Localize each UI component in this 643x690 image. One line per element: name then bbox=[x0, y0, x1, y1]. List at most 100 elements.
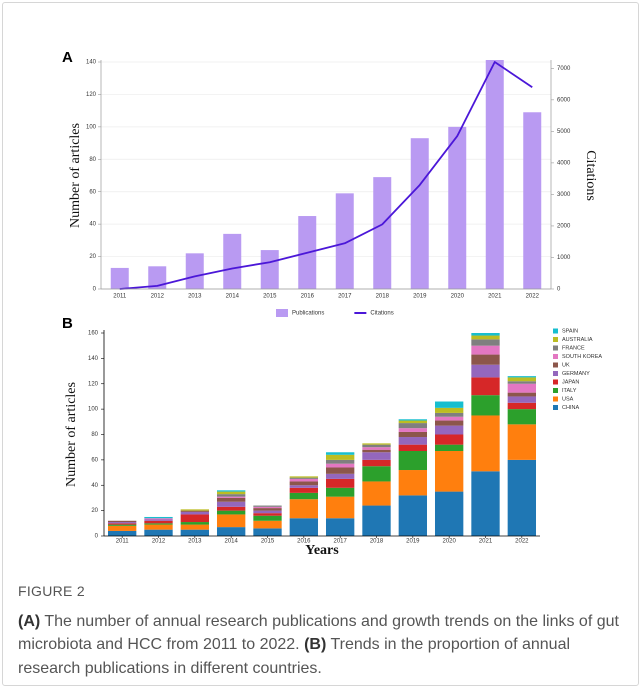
bar-segment bbox=[398, 419, 428, 421]
bar-segment bbox=[107, 525, 137, 531]
bar-segment bbox=[253, 506, 282, 509]
y-axis-label: Number of articles bbox=[68, 123, 83, 228]
x-tick-label: 2015 bbox=[263, 294, 277, 300]
bar-segment bbox=[398, 437, 428, 445]
x-tick-label: 2014 bbox=[224, 539, 238, 545]
x-tick-label: 2018 bbox=[376, 294, 390, 300]
bar-segment bbox=[289, 477, 319, 479]
x-tick-label: 2019 bbox=[413, 294, 427, 300]
bar-segment bbox=[216, 510, 246, 515]
x-tick-label: 2014 bbox=[226, 294, 240, 300]
x-tick-label: 2016 bbox=[301, 294, 315, 300]
bar-segment bbox=[216, 497, 246, 502]
bar-segment bbox=[325, 452, 355, 455]
plot-area bbox=[110, 60, 542, 290]
bar-segment bbox=[289, 485, 319, 488]
x-tick-label: 2015 bbox=[261, 539, 275, 545]
bar-segment bbox=[471, 471, 500, 536]
bar-segment bbox=[398, 450, 428, 471]
bar-segment bbox=[144, 519, 173, 521]
bar-segment bbox=[289, 476, 319, 478]
bar-segment bbox=[471, 415, 500, 472]
bar bbox=[148, 266, 167, 289]
bar-segment bbox=[107, 524, 137, 526]
bar-segment bbox=[507, 377, 537, 382]
caption-label: (A) bbox=[18, 612, 41, 630]
bar-segment bbox=[507, 392, 537, 397]
bar-segment bbox=[144, 523, 173, 525]
caption-part: The number of annual research publicatio… bbox=[18, 612, 619, 654]
bar bbox=[448, 126, 467, 289]
bar-segment bbox=[216, 490, 246, 492]
y-tick-label: 160 bbox=[88, 331, 99, 337]
bar-segment bbox=[144, 516, 173, 519]
legend-label: GERMANY bbox=[562, 371, 590, 377]
y2-tick-label: 4000 bbox=[557, 160, 571, 166]
bar-segment bbox=[434, 401, 464, 408]
bar-segment bbox=[398, 495, 428, 536]
x-tick-label: 2012 bbox=[151, 294, 165, 300]
y-tick-label: 60 bbox=[91, 457, 98, 463]
x-tick-label: 2020 bbox=[451, 294, 465, 300]
bar-segment bbox=[253, 510, 282, 514]
y-tick-label: 0 bbox=[95, 534, 99, 540]
bar-segment bbox=[471, 377, 500, 396]
y-tick-label: 40 bbox=[89, 222, 96, 228]
bar-segment bbox=[289, 492, 319, 500]
bar-segment bbox=[398, 470, 428, 496]
bar-segment bbox=[362, 459, 391, 467]
bar-segment bbox=[289, 487, 319, 493]
y2-tick-label: 1000 bbox=[557, 255, 571, 261]
x-tick-label: 2013 bbox=[188, 294, 202, 300]
y-tick-label: 100 bbox=[86, 124, 97, 130]
bar-segment bbox=[289, 518, 319, 536]
legend-swatch bbox=[553, 362, 558, 368]
bar-segment bbox=[434, 491, 464, 536]
bar-segment bbox=[180, 511, 210, 515]
bar-segment bbox=[471, 354, 500, 365]
bar-segment bbox=[325, 478, 355, 488]
legend-label: Publications bbox=[292, 311, 324, 317]
bar-segment bbox=[107, 530, 137, 536]
bar bbox=[485, 60, 504, 289]
y2-tick-label: 3000 bbox=[557, 192, 571, 198]
bar-segment bbox=[107, 522, 137, 524]
bar-segment bbox=[180, 522, 210, 525]
caption-part: Trends in the proportion of annual resea… bbox=[18, 636, 571, 677]
y-tick-label: 20 bbox=[91, 508, 98, 514]
bar-segment bbox=[325, 487, 355, 497]
bar-segment bbox=[434, 444, 464, 451]
bar-segment bbox=[471, 339, 500, 346]
legend-label: ITALY bbox=[562, 388, 577, 394]
y2-axis-label: Citations bbox=[583, 150, 598, 201]
bar-segment bbox=[507, 424, 537, 460]
bar-segment bbox=[362, 443, 391, 445]
bar-segment bbox=[180, 529, 210, 536]
bar-segment bbox=[325, 518, 355, 536]
legend-label: FRANCE bbox=[562, 345, 585, 351]
legend-swatch bbox=[553, 371, 558, 376]
caption: FIGURE 2 (A) The number of annual resear… bbox=[18, 580, 630, 680]
y2-tick-label: 7000 bbox=[557, 66, 571, 72]
legend-swatch bbox=[276, 309, 288, 317]
x-tick-label: 2021 bbox=[479, 539, 493, 545]
bar-segment bbox=[471, 335, 500, 340]
bar bbox=[260, 250, 279, 289]
y2-tick-label: 0 bbox=[557, 287, 561, 293]
bar-segment bbox=[216, 514, 246, 528]
bar-segment bbox=[253, 513, 282, 516]
charts: A020406080100120140010002000300040005000… bbox=[62, 49, 602, 558]
bar-segment bbox=[253, 515, 282, 521]
x-tick-label: 2019 bbox=[406, 539, 420, 545]
bar-segment bbox=[180, 510, 210, 512]
x-tick-label: 2017 bbox=[338, 294, 352, 300]
y2-tick-label: 2000 bbox=[557, 224, 571, 230]
bar-segment bbox=[507, 396, 537, 403]
caption-label: (B) bbox=[304, 636, 327, 653]
x-tick-label: 2017 bbox=[333, 539, 347, 545]
y-tick-label: 80 bbox=[91, 432, 98, 438]
bar bbox=[223, 233, 242, 289]
legend-swatch bbox=[553, 345, 558, 351]
bar-segment bbox=[144, 518, 173, 520]
bar-segment bbox=[107, 520, 137, 523]
